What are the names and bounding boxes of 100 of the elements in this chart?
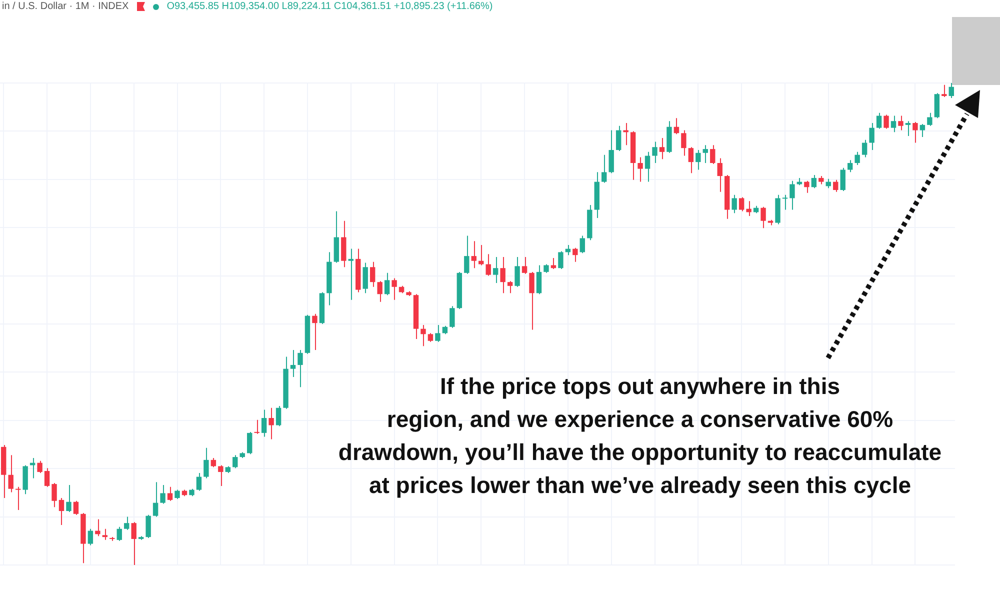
candlestick — [8, 454, 14, 493]
candlestick — [348, 248, 354, 300]
candlestick — [492, 256, 498, 284]
candlestick — [66, 484, 72, 512]
candlestick — [927, 112, 932, 126]
candlestick — [644, 151, 650, 182]
text: O93,455.85 H109,354.00 L89,224.11 C104,361.51 +10,895.23 (+11.66%) — [166, 1, 493, 12]
candlestick — [370, 261, 376, 288]
candlestick — [550, 257, 556, 270]
candlestick — [218, 464, 224, 486]
annotation: drawdown, you’ll have the opportunity to reaccumulate — [337, 438, 943, 467]
candlestick — [247, 431, 252, 455]
annotation: at prices lower than we’ve already seen this cycle — [368, 471, 912, 500]
candlestick — [602, 154, 607, 184]
candlestick — [717, 158, 722, 192]
candlestick — [341, 220, 346, 268]
candlestick — [232, 454, 238, 469]
candlestick — [804, 180, 810, 194]
candlestick — [920, 123, 926, 138]
candlestick — [746, 200, 752, 217]
candlestick — [688, 146, 694, 174]
candlestick — [261, 409, 267, 438]
candlestick — [702, 144, 708, 164]
candlestick — [464, 235, 470, 274]
candlestick — [58, 498, 64, 526]
candlestick — [529, 271, 534, 330]
candlestick — [167, 486, 173, 502]
annotation: region, and we experience a conservative 60% — [386, 405, 894, 434]
candlestick — [659, 137, 665, 160]
candlestick — [696, 150, 701, 170]
candlestick — [572, 247, 578, 262]
candlestick — [124, 516, 130, 530]
annotation: If the price tops out anywhere in this — [439, 372, 841, 401]
candlestick — [580, 235, 586, 254]
candlestick — [623, 122, 628, 146]
candlestick — [22, 464, 28, 495]
candlestick — [674, 118, 680, 135]
candlestick — [869, 122, 874, 150]
candlestick — [890, 115, 896, 133]
candlestick — [290, 350, 296, 378]
candlestick — [710, 144, 716, 164]
candlestick — [276, 405, 282, 427]
candlestick — [312, 313, 318, 351]
candlestick — [196, 472, 202, 492]
candlestick — [88, 528, 94, 546]
candlestick — [486, 254, 491, 276]
candlestick — [102, 528, 108, 540]
candlestick — [738, 196, 744, 212]
candlestick — [15, 486, 21, 511]
candlestick — [782, 194, 788, 210]
candlestick — [435, 324, 440, 342]
candlestick — [536, 264, 542, 295]
text: in / U.S. Dollar · 1M · INDEX — [2, 1, 129, 12]
candlestick — [362, 262, 368, 294]
candlestick — [152, 482, 158, 518]
candlestick — [811, 174, 817, 189]
candlestick — [732, 194, 737, 214]
candlestick — [131, 522, 136, 566]
candlestick — [298, 350, 303, 388]
candlestick — [146, 514, 151, 539]
candlestick — [862, 139, 868, 158]
candlestick — [254, 419, 260, 434]
candlestick — [500, 256, 506, 294]
candlestick — [52, 482, 57, 508]
candlestick — [268, 407, 274, 440]
candlestick — [608, 130, 614, 174]
candlestick — [616, 125, 622, 152]
candlestick — [876, 112, 882, 130]
candlestick — [522, 256, 528, 274]
candlestick — [934, 92, 940, 119]
candlestick — [840, 167, 846, 192]
candlestick — [847, 160, 853, 173]
candlestick — [392, 278, 397, 300]
candlestick — [420, 324, 426, 347]
candlestick — [942, 84, 947, 98]
candlestick — [681, 130, 686, 156]
candlestick — [204, 447, 209, 479]
candlestick — [652, 141, 658, 164]
candlestick — [905, 120, 911, 137]
candlestick — [160, 484, 166, 504]
candlestick — [898, 115, 904, 131]
candlestick — [790, 180, 795, 210]
candlestick — [514, 256, 520, 288]
candlestick — [95, 518, 100, 537]
candlestick — [37, 460, 42, 474]
candlestick — [912, 122, 918, 144]
candlestick — [760, 206, 766, 229]
candlestick — [833, 179, 838, 192]
candlestick — [44, 468, 50, 488]
candlestick — [174, 489, 180, 500]
candlestick — [450, 306, 455, 328]
candlestick — [377, 280, 382, 302]
candlestick — [210, 457, 216, 468]
candlestick — [73, 500, 79, 516]
candlestick — [116, 526, 122, 542]
candlestick — [384, 272, 390, 296]
candlestick — [948, 82, 954, 98]
candlestick — [854, 151, 860, 166]
candlestick — [884, 114, 889, 130]
candlestick — [471, 240, 476, 269]
